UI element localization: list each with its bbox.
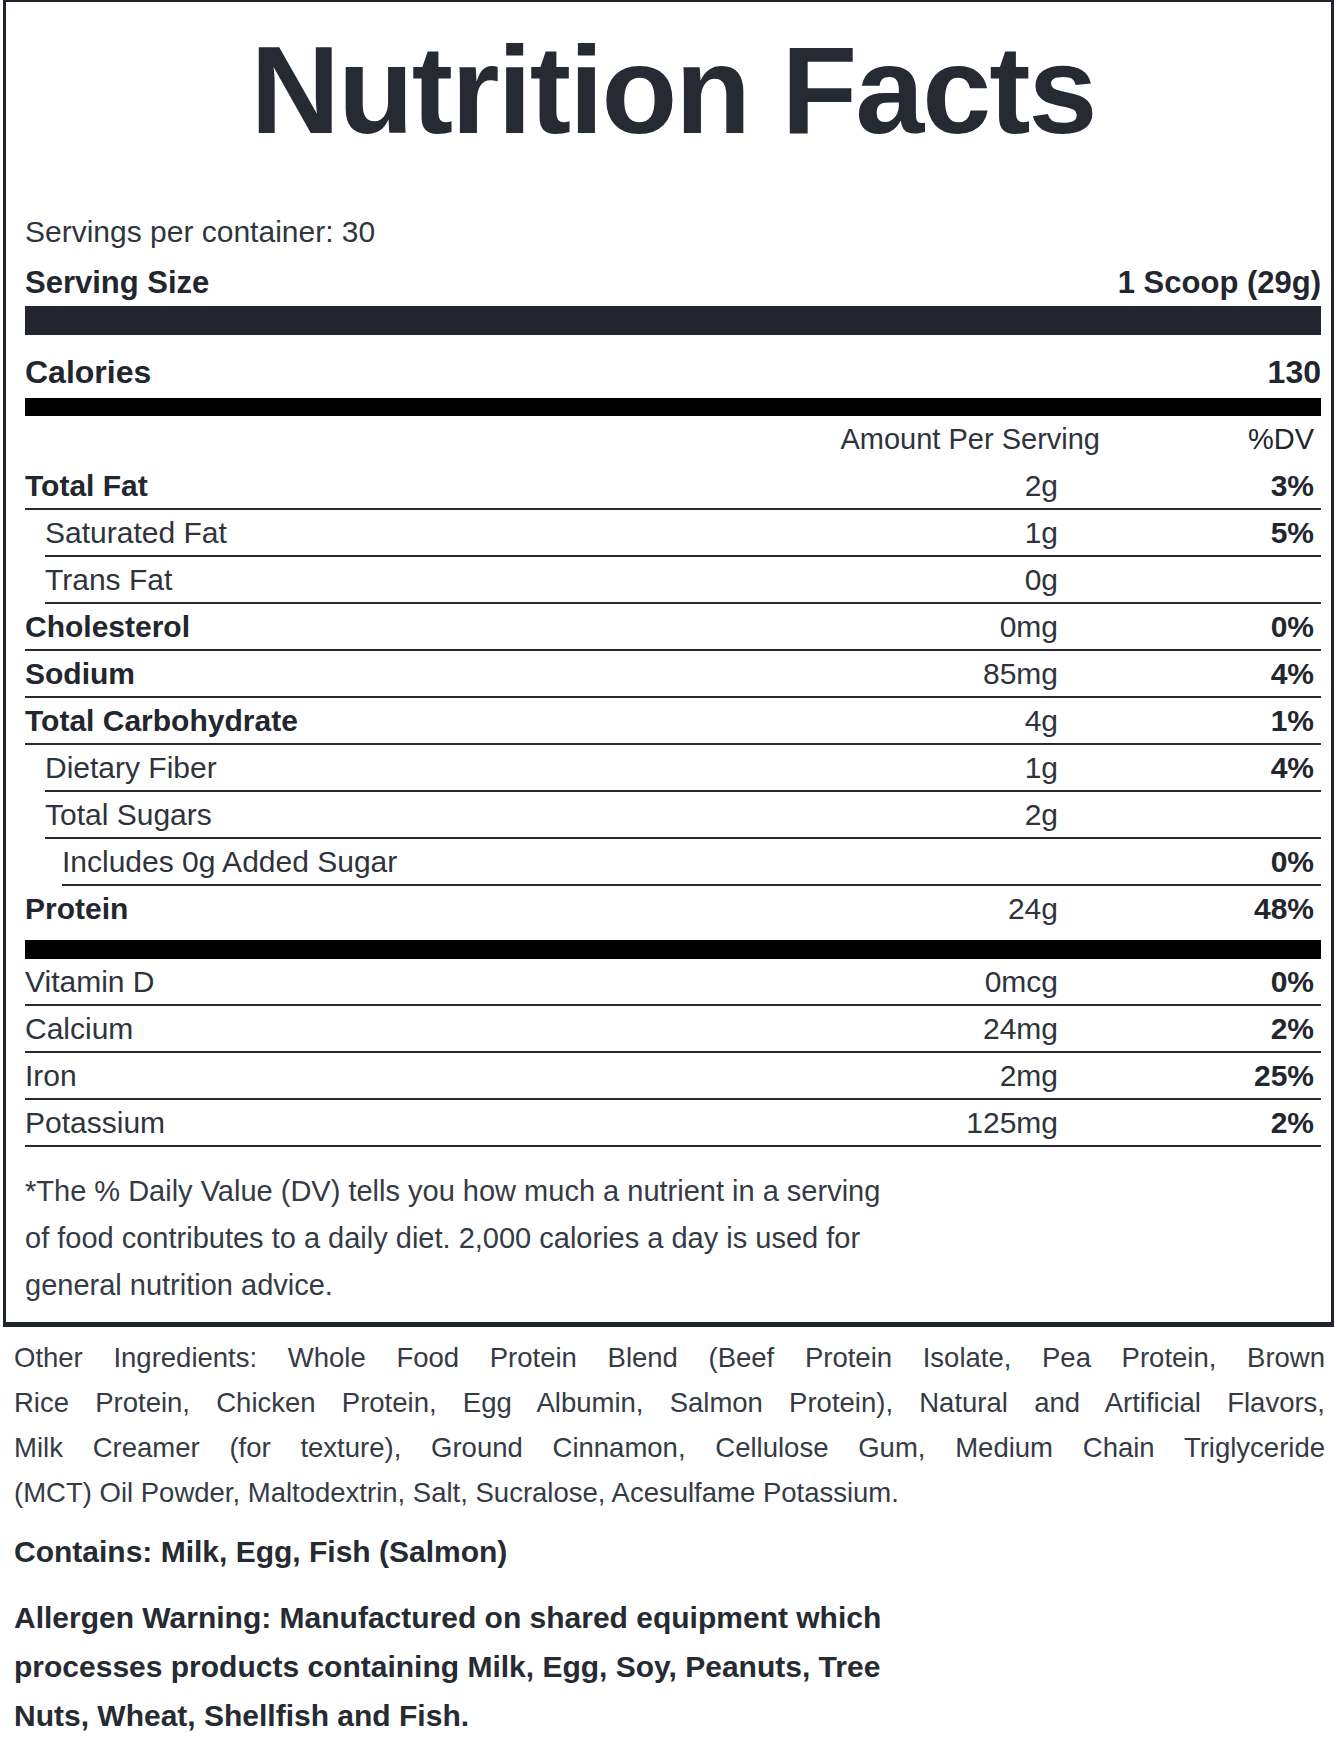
nutrient-dv: 25%	[1194, 1059, 1321, 1093]
nutrient-label: Includes 0g Added Sugar	[62, 845, 774, 879]
nutrient-amount: 24mg	[774, 1012, 1194, 1046]
ingredients-line: Rice Protein, Chicken Protein, Egg Album…	[14, 1380, 1325, 1425]
daily-value-footnote: *The % Daily Value (DV) tells you how mu…	[25, 1168, 1321, 1309]
nutrient-label: Saturated Fat	[45, 516, 774, 550]
table-row: Potassium125mg2%	[25, 1100, 1321, 1147]
table-row: Total Carbohydrate4g1%	[25, 698, 1321, 745]
nutrient-amount: 24g	[774, 892, 1194, 926]
nutrient-dv: 1%	[1194, 704, 1321, 738]
calories-value: 130	[1268, 352, 1321, 392]
allergen-warning: Allergen Warning: Manufactured on shared…	[14, 1593, 1325, 1740]
table-row: Includes 0g Added Sugar 0%	[62, 839, 1321, 886]
nutrition-facts-label: Nutrition Facts Servings per container: …	[3, 0, 1334, 1327]
ingredients-line: Milk Creamer (for texture), Ground Cinna…	[14, 1425, 1325, 1470]
footnote-line: general nutrition advice.	[25, 1262, 1321, 1309]
nutrient-table: Total Fat2g3%Saturated Fat1g5%Trans Fat0…	[25, 463, 1321, 931]
black-divider-bar-2	[25, 940, 1321, 959]
serving-size-value: 1 Scoop (29g)	[1118, 264, 1321, 302]
micronutrient-table: Vitamin D0mcg0%Calcium24mg2%Iron2mg25%Po…	[25, 959, 1321, 1147]
nutrient-amount: 2g	[774, 798, 1194, 832]
table-row: Iron2mg25%	[25, 1053, 1321, 1100]
nutrient-amount: 85mg	[774, 657, 1194, 691]
table-row: Dietary Fiber1g4%	[45, 745, 1321, 792]
nutrient-dv: 2%	[1194, 1106, 1321, 1140]
black-divider-bar	[25, 398, 1321, 416]
table-row: Total Sugars2g	[45, 792, 1321, 839]
nutrient-label: Sodium	[25, 657, 774, 691]
table-row: Trans Fat0g	[45, 557, 1321, 604]
nutrient-amount: 0mg	[774, 610, 1194, 644]
nutrient-dv: 0%	[1194, 845, 1321, 879]
nutrient-label: Potassium	[25, 1106, 774, 1140]
allergen-line: Allergen Warning: Manufactured on shared…	[14, 1593, 1325, 1642]
thick-divider-bar	[25, 306, 1321, 335]
nutrient-label: Iron	[25, 1059, 774, 1093]
nutrient-amount: 0mcg	[774, 965, 1194, 999]
allergen-line: processes products containing Milk, Egg,…	[14, 1642, 1325, 1691]
nutrient-label: Dietary Fiber	[45, 751, 774, 785]
servings-per-container: Servings per container: 30	[25, 214, 1321, 250]
dv-header: %DV	[1194, 423, 1321, 456]
nutrient-dv: 5%	[1194, 516, 1321, 550]
table-row: Protein24g48%	[25, 886, 1321, 931]
nutrient-label: Trans Fat	[45, 563, 774, 597]
column-header-row: Amount Per Serving %DV	[25, 416, 1321, 463]
table-row: Calcium24mg2%	[25, 1006, 1321, 1053]
nutrient-dv: 3%	[1194, 469, 1321, 503]
table-row: Sodium85mg4%	[25, 651, 1321, 698]
nutrient-label: Cholesterol	[25, 610, 774, 644]
nutrient-label: Protein	[25, 892, 774, 926]
nutrient-amount: 1g	[774, 516, 1194, 550]
other-ingredients-paragraph: Other Ingredients: Whole Food Protein Bl…	[14, 1335, 1325, 1515]
serving-size-row: Serving Size 1 Scoop (29g)	[25, 264, 1321, 302]
table-row: Vitamin D0mcg0%	[25, 959, 1321, 1006]
nutrient-amount: 0g	[774, 563, 1194, 597]
serving-size-label: Serving Size	[25, 264, 209, 302]
table-row: Saturated Fat1g5%	[45, 510, 1321, 557]
nutrient-amount: 2mg	[774, 1059, 1194, 1093]
nutrient-dv: 4%	[1194, 657, 1321, 691]
nutrient-label: Total Carbohydrate	[25, 704, 774, 738]
ingredients-line: Other Ingredients: Whole Food Protein Bl…	[14, 1335, 1325, 1380]
nutrient-dv: 0%	[1194, 965, 1321, 999]
nutrient-amount: 1g	[774, 751, 1194, 785]
contains-statement: Contains: Milk, Egg, Fish (Salmon)	[14, 1531, 1325, 1573]
nutrient-label: Calcium	[25, 1012, 774, 1046]
nutrient-label: Total Sugars	[45, 798, 774, 832]
nutrient-label: Total Fat	[25, 469, 774, 503]
nutrition-facts-title: Nutrition Facts	[25, 2, 1321, 160]
nutrient-amount: 4g	[774, 704, 1194, 738]
table-row: Cholesterol0mg0%	[25, 604, 1321, 651]
label-bottom-section: Other Ingredients: Whole Food Protein Bl…	[0, 1335, 1339, 1740]
calories-row: Calories 130	[25, 352, 1321, 392]
allergen-line: Nuts, Wheat, Shellfish and Fish.	[14, 1691, 1325, 1740]
footnote-line: of food contributes to a daily diet. 2,0…	[25, 1215, 1321, 1262]
nutrient-dv: 48%	[1194, 892, 1321, 926]
nutrient-amount: 125mg	[774, 1106, 1194, 1140]
calories-label: Calories	[25, 352, 151, 392]
amount-per-serving-header: Amount Per Serving	[774, 423, 1194, 456]
nutrient-amount: 2g	[774, 469, 1194, 503]
footnote-line: *The % Daily Value (DV) tells you how mu…	[25, 1168, 1321, 1215]
nutrient-dv: 4%	[1194, 751, 1321, 785]
nutrient-dv: 0%	[1194, 610, 1321, 644]
ingredients-line: (MCT) Oil Powder, Maltodextrin, Salt, Su…	[14, 1470, 1325, 1515]
nutrient-label: Vitamin D	[25, 965, 774, 999]
table-row: Total Fat2g3%	[25, 463, 1321, 510]
nutrient-dv: 2%	[1194, 1012, 1321, 1046]
